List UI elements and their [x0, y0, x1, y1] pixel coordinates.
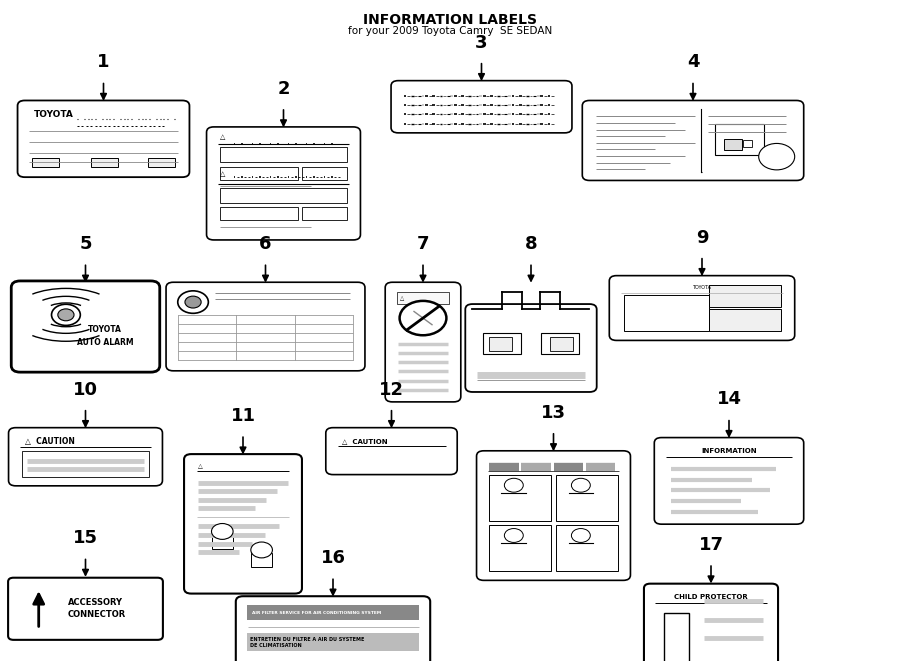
Circle shape — [400, 301, 446, 335]
Circle shape — [251, 542, 273, 558]
FancyBboxPatch shape — [477, 451, 630, 580]
Circle shape — [58, 309, 74, 321]
Text: 3: 3 — [475, 34, 488, 52]
FancyBboxPatch shape — [18, 100, 190, 177]
Bar — [247, 605, 419, 620]
Circle shape — [572, 529, 590, 543]
Bar — [715, 124, 764, 155]
Bar — [220, 167, 298, 180]
Bar — [664, 613, 689, 661]
Text: CHILD PROTECTOR: CHILD PROTECTOR — [674, 594, 748, 600]
FancyBboxPatch shape — [236, 596, 430, 661]
Bar — [220, 188, 346, 203]
Circle shape — [572, 479, 590, 492]
Text: △: △ — [400, 295, 404, 301]
Text: 1: 1 — [97, 54, 110, 71]
Circle shape — [759, 143, 795, 170]
Text: 8: 8 — [525, 235, 537, 253]
Bar — [556, 475, 617, 521]
Bar — [91, 158, 118, 167]
FancyBboxPatch shape — [582, 100, 804, 180]
Bar — [724, 139, 742, 150]
FancyBboxPatch shape — [184, 454, 302, 594]
Text: TOYOTA: TOYOTA — [692, 285, 712, 290]
Bar — [490, 475, 551, 521]
Bar — [302, 207, 347, 220]
FancyBboxPatch shape — [9, 428, 162, 486]
Text: 15: 15 — [73, 529, 98, 547]
Bar — [32, 158, 59, 167]
Circle shape — [504, 529, 523, 543]
Bar — [22, 451, 148, 477]
FancyBboxPatch shape — [644, 584, 778, 661]
Text: 7: 7 — [417, 235, 429, 253]
Bar — [212, 534, 233, 549]
Circle shape — [212, 524, 233, 539]
Text: 12: 12 — [379, 381, 404, 399]
FancyBboxPatch shape — [654, 438, 804, 524]
Text: INFORMATION: INFORMATION — [701, 448, 757, 455]
Bar — [220, 207, 298, 220]
Text: 2: 2 — [277, 80, 290, 98]
FancyBboxPatch shape — [206, 127, 360, 240]
Bar — [624, 295, 709, 331]
Bar — [489, 337, 512, 351]
Bar — [742, 140, 752, 147]
FancyBboxPatch shape — [385, 282, 461, 402]
Bar — [302, 167, 347, 180]
FancyBboxPatch shape — [12, 281, 160, 372]
Text: 11: 11 — [230, 407, 256, 425]
Bar — [490, 525, 551, 571]
Text: 14: 14 — [716, 391, 742, 408]
Text: AIR FILTER SERVICE FOR AIR CONDITIONING SYSTEM: AIR FILTER SERVICE FOR AIR CONDITIONING … — [252, 611, 382, 615]
Bar — [541, 332, 579, 354]
Bar — [397, 292, 449, 304]
Bar — [556, 525, 617, 571]
Text: 6: 6 — [259, 235, 272, 253]
Text: 4: 4 — [687, 54, 699, 71]
Text: TOYOTA
AUTO ALARM: TOYOTA AUTO ALARM — [76, 325, 133, 346]
Text: △: △ — [220, 134, 225, 141]
FancyBboxPatch shape — [391, 81, 572, 133]
FancyBboxPatch shape — [326, 428, 457, 475]
Text: △: △ — [199, 463, 203, 468]
Bar — [709, 309, 780, 331]
Text: 13: 13 — [541, 404, 566, 422]
Circle shape — [185, 296, 201, 308]
Text: ACCESSORY
CONNECTOR: ACCESSORY CONNECTOR — [68, 598, 126, 619]
Text: TOYOTA: TOYOTA — [34, 110, 74, 119]
Text: △: △ — [220, 171, 225, 177]
Text: 9: 9 — [696, 229, 708, 247]
Bar — [251, 553, 273, 567]
Text: △  CAUTION: △ CAUTION — [342, 438, 388, 444]
Text: 16: 16 — [320, 549, 346, 567]
Bar — [483, 332, 521, 354]
Text: △  CAUTION: △ CAUTION — [25, 437, 75, 446]
Text: 17: 17 — [698, 536, 724, 554]
Bar — [220, 147, 346, 162]
Text: for your 2009 Toyota Camry  SE SEDAN: for your 2009 Toyota Camry SE SEDAN — [348, 26, 552, 36]
Text: 10: 10 — [73, 381, 98, 399]
FancyBboxPatch shape — [609, 276, 795, 340]
Text: ENTRETIEN DU FILTRE A AIR DU SYSTEME
DE CLIMATISATION: ENTRETIEN DU FILTRE A AIR DU SYSTEME DE … — [250, 637, 364, 648]
Bar — [550, 337, 573, 351]
Text: 5: 5 — [79, 235, 92, 253]
Bar — [247, 633, 419, 651]
Bar — [709, 286, 780, 307]
Bar — [148, 158, 175, 167]
Circle shape — [504, 479, 523, 492]
FancyBboxPatch shape — [166, 282, 365, 371]
FancyBboxPatch shape — [465, 304, 597, 392]
Circle shape — [177, 291, 209, 313]
Text: INFORMATION LABELS: INFORMATION LABELS — [363, 13, 537, 27]
Circle shape — [51, 304, 80, 325]
FancyBboxPatch shape — [8, 578, 163, 640]
